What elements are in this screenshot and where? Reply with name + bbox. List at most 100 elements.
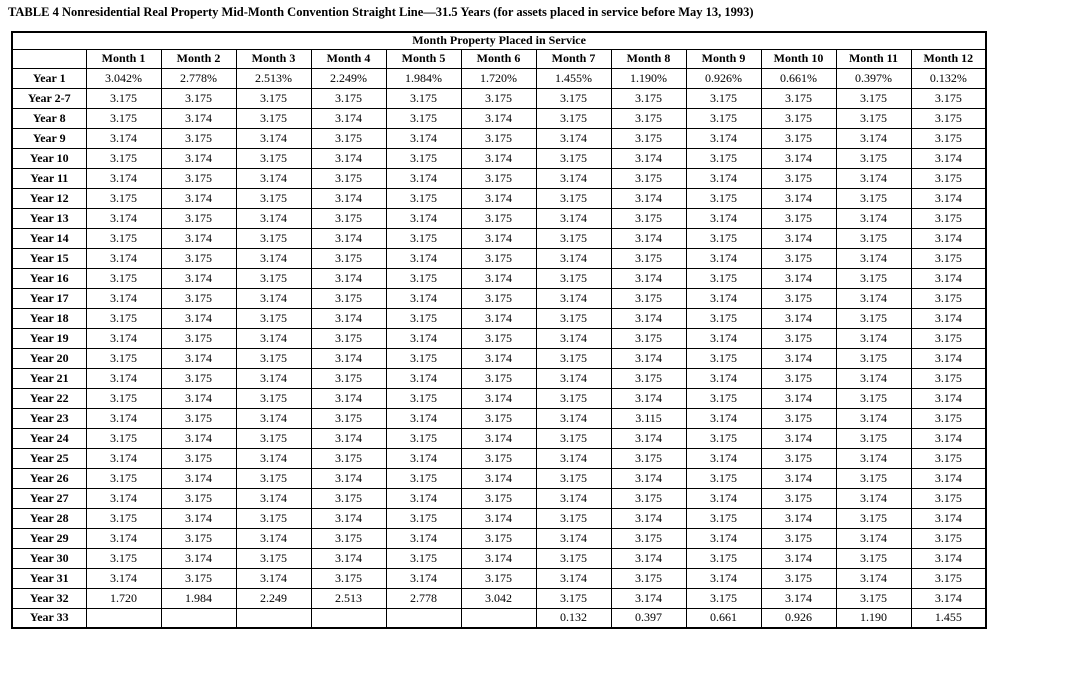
table-cell: 3.174 xyxy=(910,507,987,529)
table-cell: 3.175 xyxy=(235,227,312,249)
table-row: Year 20 3.175 3.174 3.175 3.174 3.175 3.174 3.1… xyxy=(11,347,987,369)
table-cell: 2.249 xyxy=(235,587,312,609)
table-cell: 0.132% xyxy=(910,67,987,89)
table-cell: 3.174 xyxy=(385,447,462,469)
row-label: Year 25 xyxy=(11,447,87,469)
table-cell: 3.175 xyxy=(610,287,687,309)
table-cell: 3.174 xyxy=(760,467,837,489)
table-cell: 3.175 xyxy=(760,327,837,349)
table-cell: 3.175 xyxy=(835,147,912,169)
table-cell: 3.174 xyxy=(910,227,987,249)
table-cell: 3.174 xyxy=(835,447,912,469)
table-cell: 3.175 xyxy=(85,547,162,569)
table-cell: 3.174 xyxy=(310,107,387,129)
table-cell: 3.175 xyxy=(235,427,312,449)
table-cell: 3.174 xyxy=(85,447,162,469)
table-cell: 3.175 xyxy=(535,87,612,109)
table-cell: 3.174 xyxy=(760,187,837,209)
table-cell: 3.175 xyxy=(235,467,312,489)
table-cell: 3.174 xyxy=(85,167,162,189)
column-header-month-5: Month 5 xyxy=(385,48,462,69)
table-cell: 3.175 xyxy=(610,107,687,129)
table-cell: 3.175 xyxy=(85,347,162,369)
table-cell: 3.174 xyxy=(910,347,987,369)
table-cell: 3.175 xyxy=(460,407,537,429)
table-cell: 3.174 xyxy=(310,227,387,249)
table-cell: 3.175 xyxy=(535,307,612,329)
table-cell: 3.174 xyxy=(535,327,612,349)
table-cell: 3.175 xyxy=(385,347,462,369)
table-cell: 2.513% xyxy=(235,67,312,89)
table-row: Year 1 3.042% 2.778% 2.513% 2.249% 1.984% 1.72… xyxy=(11,67,987,89)
table-cell: 3.175 xyxy=(535,147,612,169)
table-cell: 0.661 xyxy=(685,607,762,629)
depreciation-table: Month Property Placed in Service Month 1… xyxy=(11,31,988,629)
column-header-month-8: Month 8 xyxy=(610,48,687,69)
table-cell: 3.175 xyxy=(910,447,987,469)
table-cell: 3.174 xyxy=(760,427,837,449)
row-label: Year 28 xyxy=(11,507,87,529)
table-cell: 3.175 xyxy=(385,467,462,489)
table-cell: 1.984% xyxy=(385,67,462,89)
table-cell: 3.175 xyxy=(160,207,237,229)
table-cell: 1.190 xyxy=(835,607,912,629)
table-cell: 3.174 xyxy=(160,387,237,409)
table-cell: 3.175 xyxy=(685,267,762,289)
table-cell: 3.174 xyxy=(385,207,462,229)
table-cell: 3.174 xyxy=(835,127,912,149)
table-cell: 2.513 xyxy=(310,587,387,609)
table-cell: 3.174 xyxy=(235,127,312,149)
table-row: Year 9 3.174 3.175 3.174 3.175 3.174 3.175 3.17… xyxy=(11,127,987,149)
table-cell: 3.174 xyxy=(910,267,987,289)
table-cell: 3.175 xyxy=(160,367,237,389)
table-cell: 3.175 xyxy=(610,207,687,229)
table-cell: 3.175 xyxy=(835,187,912,209)
table-cell: 3.175 xyxy=(385,427,462,449)
table-cell: 3.174 xyxy=(235,327,312,349)
table-cell: 3.174 xyxy=(385,567,462,589)
table-cell: 3.174 xyxy=(910,187,987,209)
table-cell: 3.175 xyxy=(85,507,162,529)
table-cell: 3.175 xyxy=(685,307,762,329)
row-label: Year 31 xyxy=(11,567,87,589)
table-cell: 3.174 xyxy=(460,307,537,329)
table-cell: 3.174 xyxy=(685,487,762,509)
row-label: Year 27 xyxy=(11,487,87,509)
table-cell: 3.175 xyxy=(235,107,312,129)
table-cell: 3.174 xyxy=(235,287,312,309)
table-cell: 3.175 xyxy=(535,467,612,489)
table-cell: 3.174 xyxy=(910,307,987,329)
table-cell: 3.174 xyxy=(685,167,762,189)
table-cell: 3.175 xyxy=(610,127,687,149)
table-cell: 3.174 xyxy=(685,327,762,349)
table-cell: 3.175 xyxy=(535,507,612,529)
table-cell: 3.174 xyxy=(310,547,387,569)
row-label: Year 9 xyxy=(11,127,87,149)
table-cell: 3.175 xyxy=(310,207,387,229)
row-label: Year 10 xyxy=(11,147,87,169)
table-cell: 3.175 xyxy=(685,547,762,569)
table-cell: 3.174 xyxy=(460,107,537,129)
table-cell: 3.174 xyxy=(235,167,312,189)
table-cell: 3.175 xyxy=(835,227,912,249)
table-cell: 3.174 xyxy=(760,507,837,529)
table-cell: 3.175 xyxy=(310,487,387,509)
table-cell: 3.174 xyxy=(160,147,237,169)
row-label: Year 15 xyxy=(11,247,87,269)
table-cell xyxy=(160,607,237,629)
table-cell: 3.174 xyxy=(610,267,687,289)
table-cell: 3.174 xyxy=(160,227,237,249)
table-cell: 1.455% xyxy=(535,67,612,89)
table-cell: 3.174 xyxy=(535,527,612,549)
table-cell: 3.175 xyxy=(760,247,837,269)
table-cell: 2.778% xyxy=(160,67,237,89)
table-row: Year 14 3.175 3.174 3.175 3.174 3.175 3.174 3.1… xyxy=(11,227,987,249)
table-cell: 3.175 xyxy=(310,247,387,269)
table-row: Year 29 3.174 3.175 3.174 3.175 3.174 3.175 3.1… xyxy=(11,527,987,549)
column-header-month-12: Month 12 xyxy=(910,48,987,69)
table-cell: 3.174 xyxy=(460,187,537,209)
table-cell: 3.175 xyxy=(835,107,912,129)
table-row: Year 16 3.175 3.174 3.175 3.174 3.175 3.174 3.1… xyxy=(11,267,987,289)
table-cell: 3.174 xyxy=(460,467,537,489)
table-cell: 3.174 xyxy=(760,547,837,569)
